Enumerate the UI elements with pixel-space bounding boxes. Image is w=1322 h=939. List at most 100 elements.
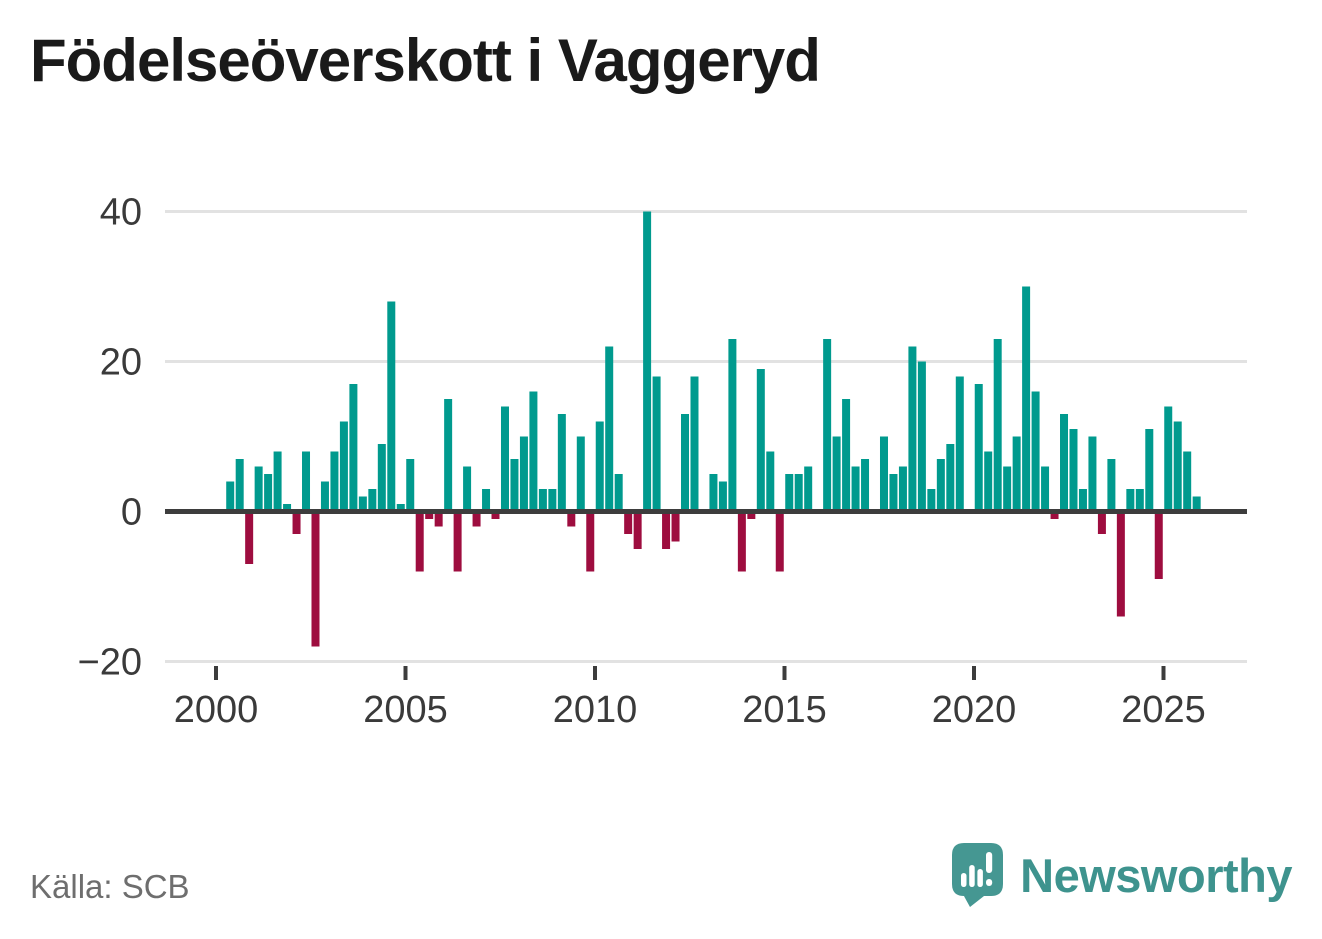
bar bbox=[510, 459, 519, 512]
y-tick-label: −20 bbox=[78, 642, 142, 684]
bar bbox=[396, 504, 405, 512]
bar bbox=[662, 511, 671, 549]
bar bbox=[974, 384, 983, 512]
bar bbox=[538, 489, 547, 512]
bar bbox=[425, 511, 434, 519]
bar bbox=[434, 511, 443, 527]
bar bbox=[879, 436, 888, 512]
bar bbox=[917, 361, 926, 512]
bar bbox=[557, 414, 566, 512]
bar bbox=[993, 339, 1002, 512]
bar bbox=[368, 489, 377, 512]
bar bbox=[718, 481, 727, 512]
bar bbox=[1192, 496, 1201, 512]
bar bbox=[747, 511, 756, 519]
bar bbox=[358, 496, 367, 512]
bar bbox=[482, 489, 491, 512]
bar bbox=[927, 489, 936, 512]
bar bbox=[292, 511, 301, 534]
bar bbox=[387, 301, 396, 512]
bar bbox=[1126, 489, 1135, 512]
source-label: Källa: SCB bbox=[30, 868, 190, 905]
bar bbox=[283, 504, 292, 512]
bar bbox=[851, 466, 860, 512]
bar bbox=[320, 481, 329, 512]
bar bbox=[1107, 459, 1116, 512]
bar bbox=[832, 436, 841, 512]
bar bbox=[633, 511, 642, 549]
bar bbox=[491, 511, 500, 519]
bar bbox=[775, 511, 784, 572]
bar bbox=[1088, 436, 1097, 512]
bar bbox=[1041, 466, 1050, 512]
bar bbox=[1116, 511, 1125, 617]
bar bbox=[586, 511, 595, 572]
bar bbox=[1012, 436, 1021, 512]
bar bbox=[377, 444, 386, 512]
bar bbox=[728, 339, 737, 512]
bar bbox=[804, 466, 813, 512]
bar bbox=[1003, 466, 1012, 512]
bar bbox=[472, 511, 481, 527]
y-tick-label: 40 bbox=[100, 192, 142, 234]
bar bbox=[245, 511, 254, 564]
bar bbox=[595, 421, 604, 512]
bar bbox=[785, 474, 794, 512]
bar bbox=[1135, 489, 1144, 512]
bar bbox=[984, 451, 993, 512]
bar bbox=[823, 339, 832, 512]
bar bbox=[737, 511, 746, 572]
bar bbox=[330, 451, 339, 512]
bar bbox=[1173, 421, 1182, 512]
bar bbox=[908, 346, 917, 512]
x-tick-label: 2005 bbox=[363, 689, 448, 731]
bar bbox=[842, 399, 851, 512]
page-title: Födelseöverskott i Vaggeryd bbox=[30, 27, 821, 94]
bar bbox=[273, 451, 282, 512]
bar bbox=[500, 406, 509, 512]
bar bbox=[339, 421, 348, 512]
bar bbox=[311, 511, 320, 647]
bar bbox=[1154, 511, 1163, 579]
bar bbox=[235, 459, 244, 512]
bar bbox=[463, 466, 472, 512]
bar bbox=[681, 414, 690, 512]
bar bbox=[652, 376, 661, 512]
bar bbox=[766, 451, 775, 512]
bar bbox=[1145, 429, 1154, 512]
bar bbox=[936, 459, 945, 512]
bar bbox=[302, 451, 311, 512]
bar bbox=[898, 466, 907, 512]
bar bbox=[226, 481, 235, 512]
newsworthy-logo: Newsworthy bbox=[951, 842, 1292, 908]
bar bbox=[605, 346, 614, 512]
bar bbox=[671, 511, 680, 542]
newsworthy-speech-bubble-barchart-icon bbox=[952, 843, 1004, 907]
bar bbox=[1050, 511, 1059, 519]
bar bbox=[794, 474, 803, 512]
bar bbox=[349, 384, 358, 512]
x-tick-label: 2020 bbox=[932, 689, 1017, 731]
bar bbox=[861, 459, 870, 512]
x-tick-label: 2010 bbox=[553, 689, 638, 731]
bar bbox=[453, 511, 462, 572]
bar bbox=[1069, 429, 1078, 512]
bar bbox=[254, 466, 263, 512]
bar bbox=[576, 436, 585, 512]
bar bbox=[415, 511, 424, 572]
bar bbox=[1060, 414, 1069, 512]
bar bbox=[643, 211, 652, 512]
bar bbox=[444, 399, 453, 512]
y-tick-label: 20 bbox=[100, 342, 142, 384]
bar bbox=[529, 391, 538, 512]
bar bbox=[955, 376, 964, 512]
bar bbox=[406, 459, 415, 512]
bar bbox=[1097, 511, 1106, 534]
bar bbox=[614, 474, 623, 512]
x-tick-label: 2000 bbox=[174, 689, 259, 731]
bar bbox=[756, 369, 765, 512]
bar bbox=[946, 444, 955, 512]
bar bbox=[519, 436, 528, 512]
